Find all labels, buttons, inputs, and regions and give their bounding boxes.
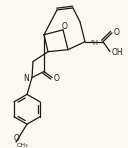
Text: O: O (54, 74, 60, 83)
Text: O: O (14, 134, 20, 143)
Text: OH: OH (111, 48, 123, 57)
Text: "H: "H (90, 40, 98, 46)
Text: N: N (23, 74, 29, 83)
Text: O: O (62, 22, 68, 31)
Text: CH₃: CH₃ (16, 143, 28, 148)
Text: O: O (114, 28, 120, 37)
